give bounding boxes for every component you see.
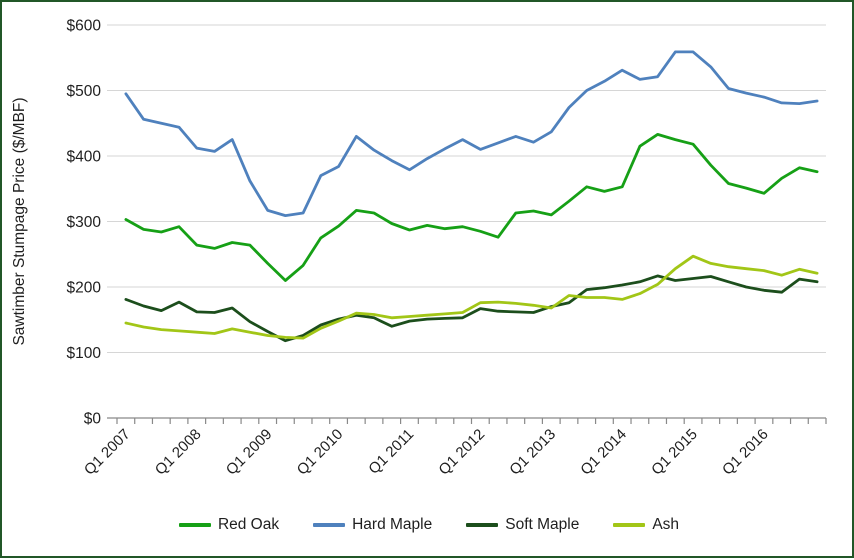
y-tick-label: $200 xyxy=(67,280,102,297)
chart-legend: Red Oak Hard Maple Soft Maple Ash xyxy=(2,516,854,534)
x-tick-label: Q1 2009 xyxy=(223,426,276,479)
x-tick-label: Q1 2016 xyxy=(719,426,772,479)
series-line-ash xyxy=(124,254,819,340)
legend-line-swatch xyxy=(313,523,346,527)
y-tick-label: $300 xyxy=(67,214,102,231)
series-line-red-oak xyxy=(124,132,819,282)
legend-item-ash: Ash xyxy=(613,516,679,534)
x-tick-label: Q1 2015 xyxy=(648,426,701,479)
x-tick-label: Q1 2013 xyxy=(506,426,559,479)
series-line-hard-maple xyxy=(124,50,819,218)
x-tick-label: Q1 2007 xyxy=(81,426,134,479)
legend-label: Ash xyxy=(652,516,680,533)
y-tick-label: $600 xyxy=(67,18,102,35)
legend-line-swatch xyxy=(613,523,646,527)
x-tick-label: Q1 2011 xyxy=(365,426,417,478)
legend-item-red-oak: Red Oak xyxy=(178,516,280,534)
legend-line-swatch xyxy=(178,523,211,527)
x-tick-label: Q1 2010 xyxy=(294,426,347,479)
x-tick-label: Q1 2014 xyxy=(577,426,630,479)
x-tick-label: Q1 2008 xyxy=(152,426,205,479)
y-tick-label: $400 xyxy=(67,149,102,166)
legend-item-hard-maple: Hard Maple xyxy=(313,516,432,534)
y-axis-title: Sawtimber Stumpage Price ($/MBF) xyxy=(11,97,28,345)
legend-line-swatch xyxy=(466,523,499,527)
legend-label: Red Oak xyxy=(217,516,280,533)
legend-label: Soft Maple xyxy=(505,516,580,533)
y-tick-label: $500 xyxy=(67,83,102,100)
y-tick-label: $0 xyxy=(84,411,102,428)
x-tick-label: Q1 2012 xyxy=(435,426,488,479)
legend-label: Hard Maple xyxy=(352,516,433,533)
y-tick-label: $100 xyxy=(67,345,102,362)
series-line-soft-maple xyxy=(124,274,819,343)
legend-item-soft-maple: Soft Maple xyxy=(466,516,579,534)
